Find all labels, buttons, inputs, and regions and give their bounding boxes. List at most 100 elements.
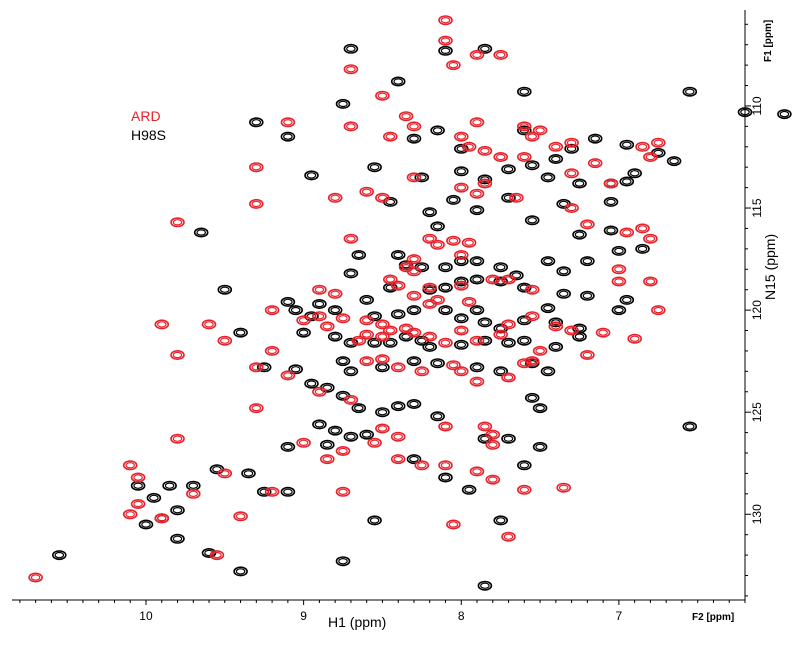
peak-h98s [327,425,343,436]
peak-ard [469,466,485,477]
peak-h98s [453,339,469,350]
peak-h98s [635,243,650,254]
peak-h98s [453,313,469,324]
peak-ard [619,227,635,238]
peak-h98s [540,366,556,377]
peak-h98s [280,441,296,452]
peak-ard [422,233,438,244]
peak-h98s [548,154,564,165]
peak-ard [477,145,493,156]
peak-ard [390,362,406,373]
peak-ard [438,35,453,46]
peak-ard [359,329,375,340]
peak-h98s [453,166,469,177]
peak-h98s [343,43,359,54]
peak-ard [375,319,390,330]
peak-ard [643,152,658,163]
peak-h98s [319,439,335,450]
peak-ard [312,311,327,322]
peak-ard [280,117,296,128]
peak-ard [319,454,335,465]
peak-ard [280,370,296,381]
peak-h98s [170,505,185,516]
peak-ard [446,60,461,71]
peak-ard [122,460,138,471]
peak-ard [422,331,438,342]
x-axis-title: H1 (ppm) [328,614,387,630]
peak-h98s [548,341,564,352]
peak-ard [485,274,501,285]
peak-ard [359,315,375,326]
peak-h98s [351,403,367,414]
peak-h98s [327,331,343,342]
peak-ard [335,486,351,497]
peak-ard [264,345,280,356]
peak-h98s [375,407,390,418]
peak-h98s [493,366,509,377]
peak-ard [453,366,469,377]
peak-ard [154,513,170,524]
x-tick-label: 7 [616,609,623,623]
peak-h98s [406,454,422,465]
peak-ard [414,460,430,471]
peak-h98s [619,294,635,305]
peak-ard [359,356,375,367]
peak-ard [375,331,390,342]
peak-h98s [186,480,201,491]
peak-ard [438,421,453,432]
peak-ard [217,335,233,346]
peak-ard [154,319,170,330]
peak-ard [469,188,485,199]
peak-h98s [406,398,422,409]
peak-ard [461,296,477,307]
peak-h98s [138,519,154,530]
peak-h98s [532,403,548,414]
peak-ard [390,431,406,442]
peak-ard [367,437,382,448]
peak-ard [375,354,390,365]
peak-ard [209,550,225,561]
peak-h98s [556,266,572,277]
peak-ard [556,482,572,493]
peak-ard [453,250,469,261]
peak-ard [233,511,248,522]
peak-ard [217,468,233,479]
y-tick-label: 115 [750,198,764,217]
peak-h98s [438,282,453,293]
peak-h98s [580,290,595,301]
peak-h98s [359,429,375,440]
peak-h98s [51,550,67,561]
f2-dimension-label: F2 [ppm] [692,612,735,623]
peak-h98s [524,392,540,403]
peak-h98s [162,480,177,491]
peak-h98s [446,194,461,205]
peak-h98s [516,460,532,471]
peak-ard [595,327,611,338]
peak-ard [414,366,430,377]
peak-h98s [351,250,367,261]
peak-h98s [469,256,485,267]
peak-ard [477,421,493,432]
peak-ard [611,264,627,275]
peak-ard [248,162,264,173]
peak-ard [446,360,461,371]
peak-ard [327,288,343,299]
peak-h98s [603,196,619,207]
peak-ard [170,349,185,360]
peak-ard [382,274,398,285]
peak-h98s [477,580,493,591]
y-tick-label: 120 [750,300,764,320]
peak-h98s [233,566,248,577]
peak-h98s [422,207,438,218]
peak-h98s [343,431,359,442]
peak-ard [611,276,627,287]
peak-h98s [540,303,556,314]
peak-h98s [430,221,445,232]
peak-h98s [406,305,422,316]
peak-ard [438,15,453,26]
peak-ard [430,294,445,305]
peak-ard [170,217,185,228]
peak-h98s [777,109,792,120]
peak-ard [509,192,524,203]
